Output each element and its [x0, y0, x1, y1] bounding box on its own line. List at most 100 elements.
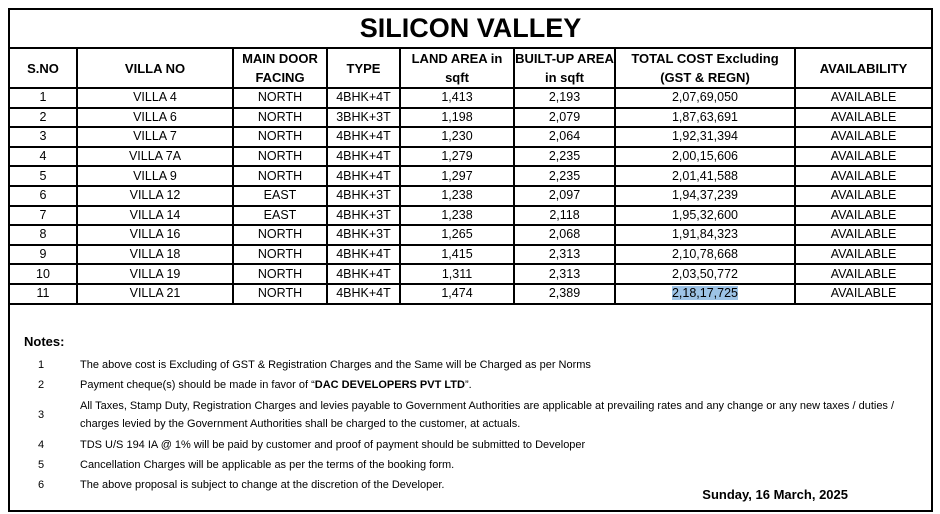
cell-total-cost: 2,00,15,606 — [614, 145, 796, 168]
cell-type: 4BHK+4T — [326, 165, 401, 187]
table-row: 5 VILLA 9 NORTH 4BHK+4T 1,297 2,235 2,01,41,58… — [8, 165, 934, 187]
header-availability: AVAILABILITY — [793, 47, 934, 89]
header-type: TYPE — [326, 47, 401, 89]
table-row: 4 VILLA 7A NORTH 4BHK+4T 1,279 2,235 2,00,15,6… — [8, 145, 934, 168]
cell-availability: AVAILABLE — [793, 126, 934, 148]
note-item: 1 The above cost is Excluding of GST & R… — [24, 355, 920, 375]
cell-type: 4BHK+4T — [326, 126, 401, 148]
cell-facing: NORTH — [232, 165, 328, 187]
notes-heading: Notes: — [24, 334, 65, 349]
note-item: 3 All Taxes, Stamp Duty, Registration Ch… — [24, 395, 920, 435]
cell-villa-no: VILLA 9 — [76, 165, 234, 187]
cell-villa-no: VILLA 21 — [76, 282, 234, 305]
note-text: Cancellation Charges will be applicable … — [80, 456, 920, 474]
cell-built-up-area: 2,235 — [513, 165, 616, 187]
note-number: 3 — [38, 409, 45, 421]
sheet-title: SILICON VALLEY — [7, 8, 934, 49]
cell-facing: NORTH — [232, 106, 328, 129]
cell-facing: NORTH — [232, 87, 328, 109]
note-text-part: TDS U/S 194 IA @ 1% will be paid by cust… — [80, 439, 586, 451]
cell-land-area: 1,238 — [399, 204, 515, 227]
cell-facing: NORTH — [232, 282, 328, 305]
villa-price-table: SILICON VALLEY S.NO VILLA NO MAIN DOOR FAC… — [7, 8, 934, 305]
header-sno: S.NO — [8, 47, 78, 89]
note-text-part: Cancellation Charges will be applicable … — [80, 459, 455, 471]
cell-facing: NORTH — [232, 263, 328, 285]
cell-facing: NORTH — [232, 145, 328, 168]
cell-total-cost: 1,95,32,600 — [614, 204, 796, 227]
cell-villa-no: VILLA 16 — [76, 224, 234, 246]
cell-villa-no: VILLA 4 — [76, 87, 234, 109]
cell-sno: 8 — [8, 224, 78, 246]
cell-sno: 2 — [8, 106, 78, 129]
cell-villa-no: VILLA 19 — [76, 263, 234, 285]
cell-total-cost: 1,94,37,239 — [614, 184, 796, 207]
note-bold-text: DAC DEVELOPERS PVT LTD — [314, 379, 465, 391]
note-text: All Taxes, Stamp Duty, Registration Char… — [80, 397, 920, 433]
cell-type: 4BHK+3T — [326, 184, 401, 207]
table-row: 11 VILLA 21 NORTH 4BHK+4T 1,474 2,389 2,18,17,… — [8, 282, 934, 305]
notes-section: Notes: 1 The above cost is Excluding of … — [24, 334, 920, 495]
cell-built-up-area: 2,389 — [513, 282, 616, 305]
note-text: The above proposal is subject to change … — [80, 476, 920, 494]
header-land-area: LAND AREA in sqft — [399, 47, 515, 89]
cell-availability: AVAILABLE — [793, 106, 934, 129]
note-item: 5 Cancellation Charges will be applicabl… — [24, 455, 920, 475]
table-row: 2 VILLA 6 NORTH 3BHK+3T 1,198 2,079 1,87,63,69… — [8, 106, 934, 129]
cell-villa-no: VILLA 18 — [76, 243, 234, 266]
header-built-up-area: BUILT-UP AREA in sqft — [513, 47, 616, 89]
cell-built-up-area: 2,313 — [513, 263, 616, 285]
cell-sno: 11 — [8, 282, 78, 305]
cell-built-up-area: 2,079 — [513, 106, 616, 129]
cell-total-cost: 2,07,69,050 — [614, 87, 796, 109]
cell-type: 4BHK+4T — [326, 263, 401, 285]
cell-villa-no: VILLA 6 — [76, 106, 234, 129]
cell-built-up-area: 2,313 — [513, 243, 616, 266]
cell-availability: AVAILABLE — [793, 87, 934, 109]
note-number: 1 — [38, 359, 45, 371]
cell-availability: AVAILABLE — [793, 204, 934, 227]
cell-type: 3BHK+3T — [326, 106, 401, 129]
header-facing: MAIN DOOR FACING — [232, 47, 328, 89]
cell-villa-no: VILLA 7 — [76, 126, 234, 148]
note-text-part: The above cost is Excluding of GST & Reg… — [80, 359, 591, 371]
cell-availability: AVAILABLE — [793, 243, 934, 266]
cell-built-up-area: 2,068 — [513, 224, 616, 246]
cell-sno: 5 — [8, 165, 78, 187]
cell-facing: NORTH — [232, 224, 328, 246]
note-item: 2 Payment cheque(s) should be made in fa… — [24, 375, 920, 395]
header-total-cost: TOTAL COST Excluding (GST & REGN) — [614, 47, 796, 89]
cell-availability: AVAILABLE — [793, 145, 934, 168]
cell-total-cost: 1,91,84,323 — [614, 224, 796, 246]
cell-type: 4BHK+4T — [326, 282, 401, 305]
cell-availability: AVAILABLE — [793, 165, 934, 187]
document-date: Sunday, 16 March, 2025 — [702, 487, 848, 502]
cell-built-up-area: 2,064 — [513, 126, 616, 148]
cell-facing: EAST — [232, 204, 328, 227]
cell-land-area: 1,238 — [399, 184, 515, 207]
cell-villa-no: VILLA 14 — [76, 204, 234, 227]
cell-total-cost: 2,03,50,772 — [614, 263, 796, 285]
cell-land-area: 1,230 — [399, 126, 515, 148]
cell-total-cost: 2,18,17,725 — [614, 282, 796, 305]
cell-availability: AVAILABLE — [793, 224, 934, 246]
cell-sno: 7 — [8, 204, 78, 227]
note-text-suffix: ”. — [464, 379, 472, 391]
note-item: 6 The above proposal is subject to chang… — [24, 475, 920, 495]
note-text: TDS U/S 194 IA @ 1% will be paid by cust… — [80, 436, 920, 454]
cell-type: 4BHK+4T — [326, 87, 401, 109]
cell-built-up-area: 2,235 — [513, 145, 616, 168]
cell-facing: NORTH — [232, 243, 328, 266]
cell-sno: 1 — [8, 87, 78, 109]
note-number: 2 — [38, 379, 45, 391]
cell-total-cost: 1,92,31,394 — [614, 126, 796, 148]
table-row: 3 VILLA 7 NORTH 4BHK+4T 1,230 2,064 1,92,31,39… — [8, 126, 934, 148]
selected-text: 2,18,17,725 — [671, 286, 739, 301]
header-row: S.NO VILLA NO MAIN DOOR FACING TYPE LAND ARE… — [8, 47, 934, 89]
cell-type: 4BHK+4T — [326, 145, 401, 168]
cell-land-area: 1,311 — [399, 263, 515, 285]
cell-type: 4BHK+4T — [326, 243, 401, 266]
cell-villa-no: VILLA 7A — [76, 145, 234, 168]
cell-total-cost: 2,10,78,668 — [614, 243, 796, 266]
